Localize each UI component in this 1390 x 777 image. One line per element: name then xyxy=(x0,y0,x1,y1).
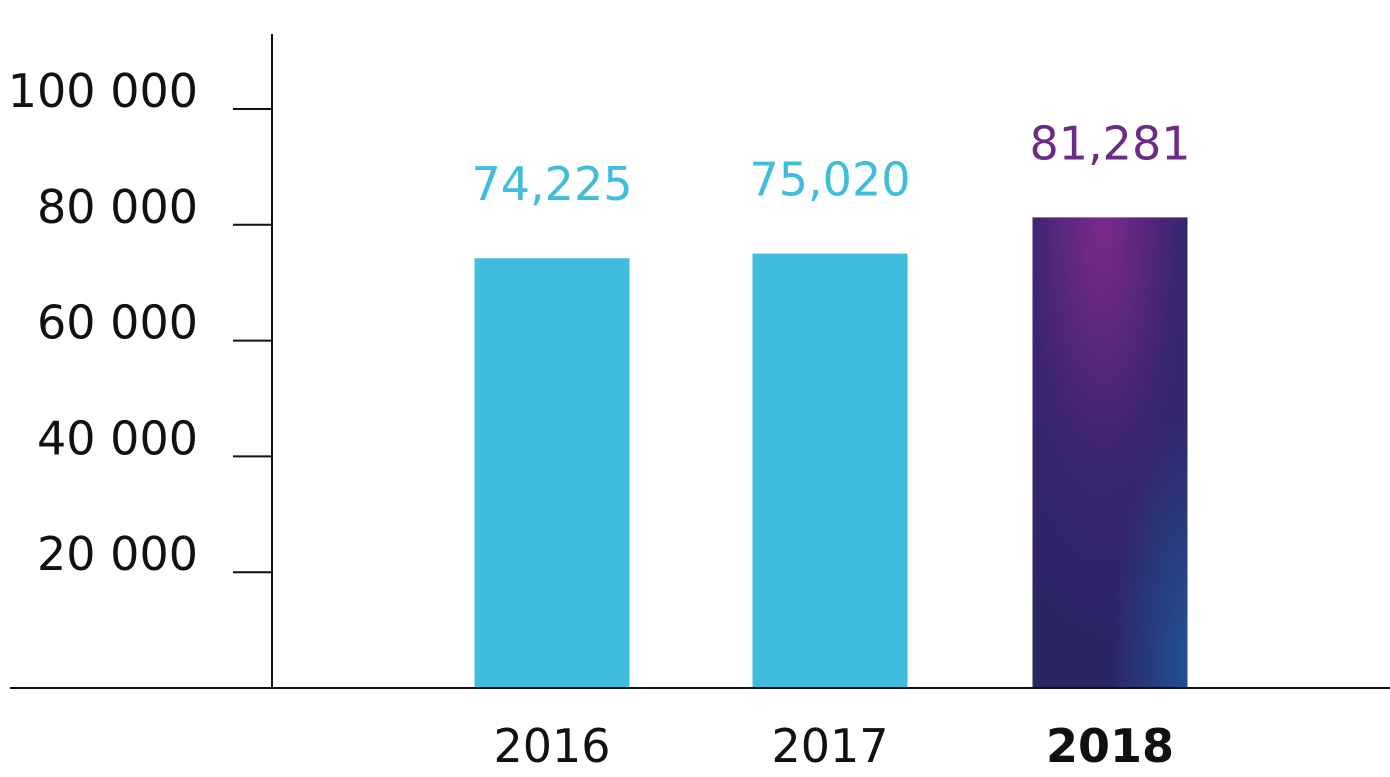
value-label-2018: 81,281 xyxy=(1030,116,1191,170)
bars xyxy=(474,217,1188,689)
y-tick-label: 100 000 xyxy=(8,64,198,118)
y-tick-label: 80 000 xyxy=(37,180,198,234)
x-axis-labels: 2016 2017 2018 xyxy=(493,719,1174,773)
value-labels: 74,225 75,020 81,281 xyxy=(472,116,1191,211)
y-tick-label: 40 000 xyxy=(37,411,198,465)
bar-2016 xyxy=(474,258,630,688)
x-tick-label-2017: 2017 xyxy=(771,719,888,773)
x-tick-label-2016: 2016 xyxy=(493,719,610,773)
bar-2018-accent xyxy=(1032,217,1188,689)
bar-2017 xyxy=(752,253,908,688)
y-axis-ticks: 20 000 40 000 60 000 80 000 100 000 xyxy=(8,64,272,581)
value-label-2016: 74,225 xyxy=(472,157,633,211)
y-tick-label: 20 000 xyxy=(37,527,198,581)
x-tick-label-2018: 2018 xyxy=(1046,719,1174,773)
y-tick-label: 60 000 xyxy=(37,296,198,350)
value-label-2017: 75,020 xyxy=(750,153,911,207)
